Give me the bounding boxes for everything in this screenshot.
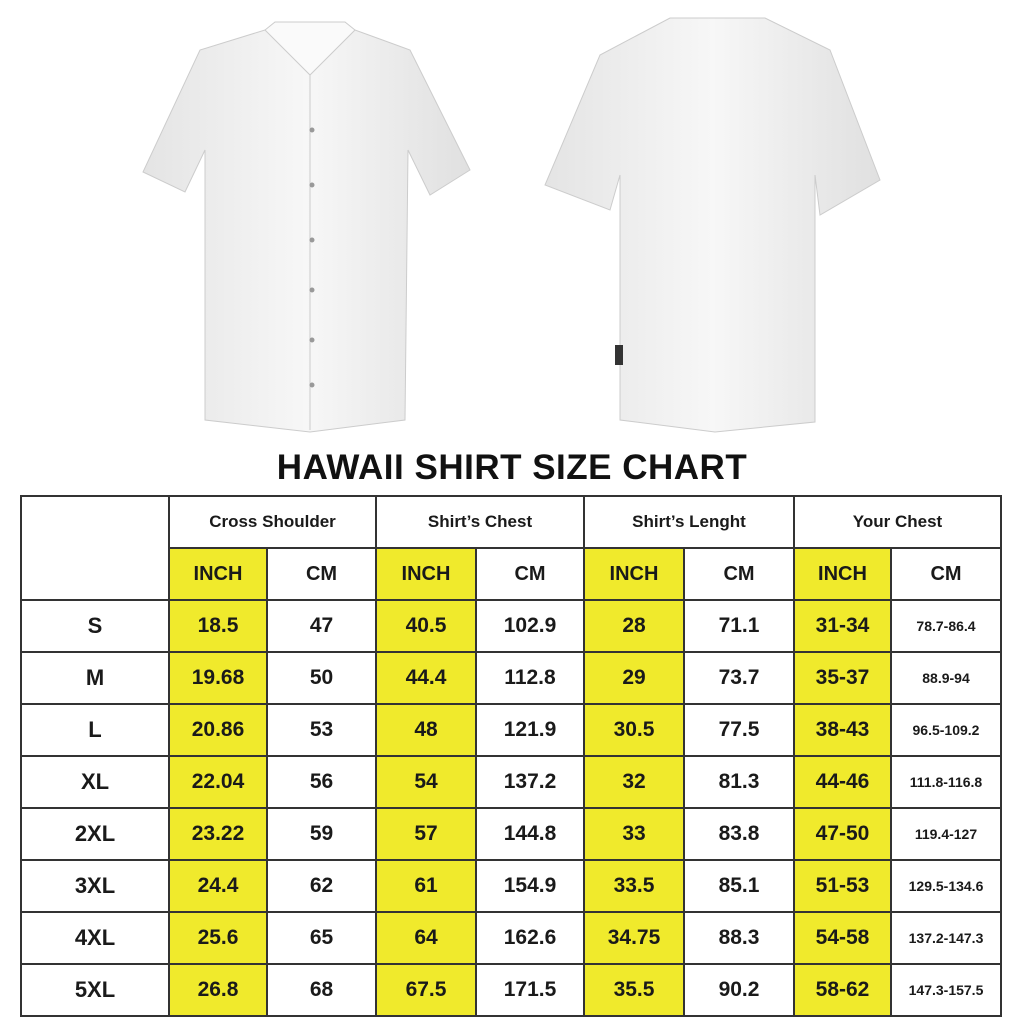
inch-value: 51-53 — [793, 859, 892, 913]
cm-value: 83.8 — [683, 807, 795, 861]
shirt-back-icon — [544, 17, 881, 433]
group-header: Shirt’s Lenght — [583, 495, 795, 549]
inch-value: 54-58 — [793, 911, 892, 965]
size-label: 2XL — [20, 807, 170, 861]
size-chart-table: Cross Shoulder Shirt’s Chest Shirt’s Len… — [20, 495, 1002, 1017]
cm-value: 88.9-94 — [890, 651, 1002, 705]
chart-title: HAWAII SHIRT SIZE CHART — [276, 448, 748, 487]
inch-value: 33 — [583, 807, 685, 861]
cm-value: 56 — [266, 755, 377, 809]
unit-inch-header: INCH — [793, 547, 892, 601]
shirt-front-icon — [142, 21, 471, 433]
cm-value: 62 — [266, 859, 377, 913]
cm-value: 137.2 — [475, 755, 585, 809]
group-header: Your Chest — [793, 495, 1002, 549]
size-label: 5XL — [20, 963, 170, 1017]
inch-value: 44-46 — [793, 755, 892, 809]
inch-value: 24.4 — [168, 859, 268, 913]
inch-value: 22.04 — [168, 755, 268, 809]
inch-value: 31-34 — [793, 599, 892, 653]
table-row: L 20.86 53 48 121.9 30.5 77.5 38-43 96.5-109.2 — [20, 703, 1002, 757]
cm-value: 137.2-147.3 — [890, 911, 1002, 965]
cm-value: 68 — [266, 963, 377, 1017]
inch-value: 54 — [375, 755, 477, 809]
table-row: XL 22.04 56 54 137.2 32 81.3 44-46 111.8-116.8 — [20, 755, 1002, 809]
cm-value: 162.6 — [475, 911, 585, 965]
cm-value: 96.5-109.2 — [890, 703, 1002, 757]
table-row: 5XL 26.8 68 67.5 171.5 35.5 90.2 58-62 147.3-157… — [20, 963, 1002, 1017]
corner-cell — [20, 495, 170, 601]
inch-value: 35.5 — [583, 963, 685, 1017]
inch-value: 61 — [375, 859, 477, 913]
table-row: 2XL 23.22 59 57 144.8 33 83.8 47-50 119.4-127 — [20, 807, 1002, 861]
size-label: S — [20, 599, 170, 653]
inch-value: 34.75 — [583, 911, 685, 965]
cm-value: 112.8 — [475, 651, 585, 705]
cm-value: 154.9 — [475, 859, 585, 913]
inch-value: 47-50 — [793, 807, 892, 861]
inch-value: 57 — [375, 807, 477, 861]
inch-value: 26.8 — [168, 963, 268, 1017]
cm-value: 81.3 — [683, 755, 795, 809]
inch-value: 44.4 — [375, 651, 477, 705]
table-row: 3XL 24.4 62 61 154.9 33.5 85.1 51-53 129.5-134.6 — [20, 859, 1002, 913]
cm-value: 90.2 — [683, 963, 795, 1017]
inch-value: 58-62 — [793, 963, 892, 1017]
size-label: XL — [20, 755, 170, 809]
group-header: Shirt’s Chest — [375, 495, 585, 549]
unit-cm-header: CM — [266, 547, 377, 601]
unit-cm-header: CM — [475, 547, 585, 601]
inch-value: 32 — [583, 755, 685, 809]
table-row: M 19.68 50 44.4 112.8 29 73.7 35-37 88.9-94 — [20, 651, 1002, 705]
cm-value: 129.5-134.6 — [890, 859, 1002, 913]
cm-value: 47 — [266, 599, 377, 653]
inch-value: 38-43 — [793, 703, 892, 757]
size-label: 4XL — [20, 911, 170, 965]
cm-value: 85.1 — [683, 859, 795, 913]
inch-value: 48 — [375, 703, 477, 757]
cm-value: 121.9 — [475, 703, 585, 757]
inch-value: 35-37 — [793, 651, 892, 705]
cm-value: 147.3-157.5 — [890, 963, 1002, 1017]
inch-value: 33.5 — [583, 859, 685, 913]
inch-value: 64 — [375, 911, 477, 965]
cm-value: 144.8 — [475, 807, 585, 861]
cm-value: 53 — [266, 703, 377, 757]
size-label: 3XL — [20, 859, 170, 913]
cm-value: 59 — [266, 807, 377, 861]
inch-value: 25.6 — [168, 911, 268, 965]
size-label: M — [20, 651, 170, 705]
cm-value: 50 — [266, 651, 377, 705]
cm-value: 102.9 — [475, 599, 585, 653]
cm-value: 119.4-127 — [890, 807, 1002, 861]
inch-value: 67.5 — [375, 963, 477, 1017]
size-label: L — [20, 703, 170, 757]
cm-value: 78.7-86.4 — [890, 599, 1002, 653]
cm-value: 111.8-116.8 — [890, 755, 1002, 809]
unit-inch-header: INCH — [168, 547, 268, 601]
table-row: S 18.5 47 40.5 102.9 28 71.1 31-34 78.7-86.4 — [20, 599, 1002, 653]
inch-value: 19.68 — [168, 651, 268, 705]
inch-value: 20.86 — [168, 703, 268, 757]
inch-value: 40.5 — [375, 599, 477, 653]
cm-value: 71.1 — [683, 599, 795, 653]
cm-value: 65 — [266, 911, 377, 965]
inch-value: 29 — [583, 651, 685, 705]
unit-inch-header: INCH — [375, 547, 477, 601]
unit-cm-header: CM — [683, 547, 795, 601]
shirt-images — [142, 17, 881, 433]
table-row: 4XL 25.6 65 64 162.6 34.75 88.3 54-58 137.2-147.… — [20, 911, 1002, 965]
inch-value: 18.5 — [168, 599, 268, 653]
cm-value: 88.3 — [683, 911, 795, 965]
cm-value: 77.5 — [683, 703, 795, 757]
inch-value: 23.22 — [168, 807, 268, 861]
unit-cm-header: CM — [890, 547, 1002, 601]
group-header: Cross Shoulder — [168, 495, 377, 549]
cm-value: 171.5 — [475, 963, 585, 1017]
unit-inch-header: INCH — [583, 547, 685, 601]
cm-value: 73.7 — [683, 651, 795, 705]
inch-value: 30.5 — [583, 703, 685, 757]
inch-value: 28 — [583, 599, 685, 653]
